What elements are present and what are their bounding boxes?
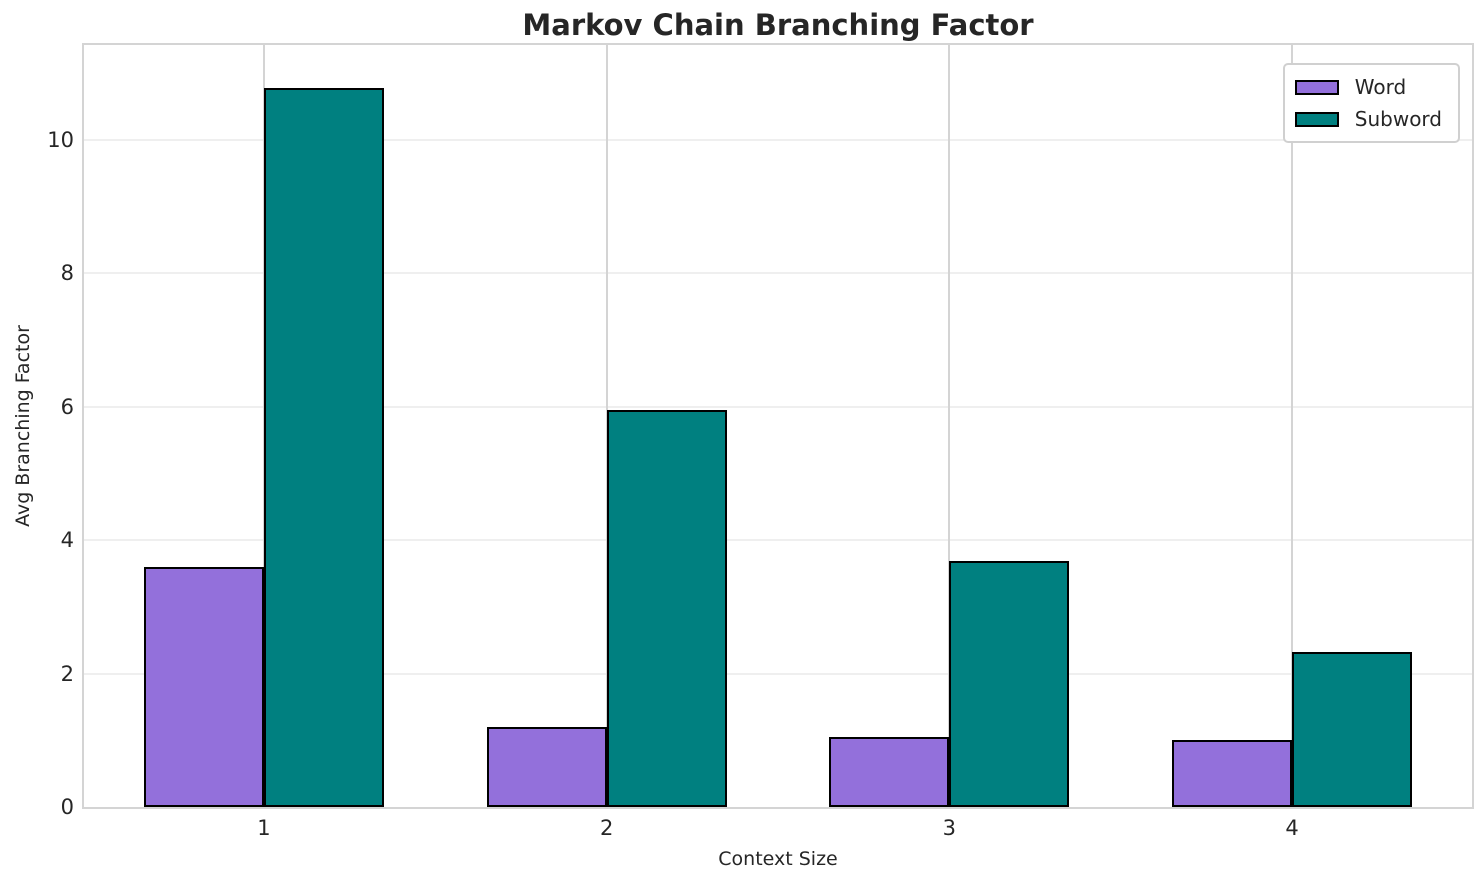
bar-word-context-4 <box>1172 740 1293 807</box>
y-tick-label: 0 <box>60 795 74 819</box>
x-tick-label: 2 <box>599 816 614 840</box>
y-axis-label: Avg Branching Factor <box>12 325 34 527</box>
y-tick-label: 4 <box>60 528 74 553</box>
bar-subword-context-1 <box>263 87 384 807</box>
x-tick-label: 4 <box>1285 816 1299 840</box>
horizontal-gridline <box>84 539 1472 542</box>
legend-swatch-subword <box>1294 111 1339 127</box>
y-tick-label: 10 <box>47 127 74 152</box>
legend-label-subword: Subword <box>1354 107 1442 131</box>
bar-subword-context-4 <box>1292 651 1412 807</box>
y-tick-label: 2 <box>60 661 74 686</box>
x-axis-label: Context Size <box>718 848 838 870</box>
legend: Word Subword <box>1282 63 1460 143</box>
legend-item-subword: Subword <box>1294 107 1442 131</box>
y-tick-label: 6 <box>60 394 74 419</box>
legend-item-word: Word <box>1294 75 1442 99</box>
bar-subword-context-3 <box>949 561 1070 807</box>
legend-label-word: Word <box>1354 75 1407 99</box>
horizontal-gridline <box>84 138 1472 141</box>
bar-word-context-3 <box>829 736 950 807</box>
bar-subword-context-2 <box>606 410 727 807</box>
vertical-gridline <box>1291 45 1294 807</box>
bar-word-context-1 <box>143 566 264 807</box>
horizontal-gridline <box>84 672 1472 675</box>
x-tick-label: 1 <box>257 816 271 840</box>
chart-title: Markov Chain Branching Factor <box>522 8 1034 42</box>
x-tick-label: 3 <box>942 816 957 840</box>
legend-swatch-word <box>1294 79 1339 95</box>
horizontal-gridline <box>84 405 1472 408</box>
plot-area: Word Subword <box>82 43 1474 809</box>
y-tick-label: 8 <box>60 261 74 286</box>
horizontal-gridline <box>84 272 1472 275</box>
bar-word-context-2 <box>486 726 607 807</box>
vertical-gridline <box>948 45 951 807</box>
